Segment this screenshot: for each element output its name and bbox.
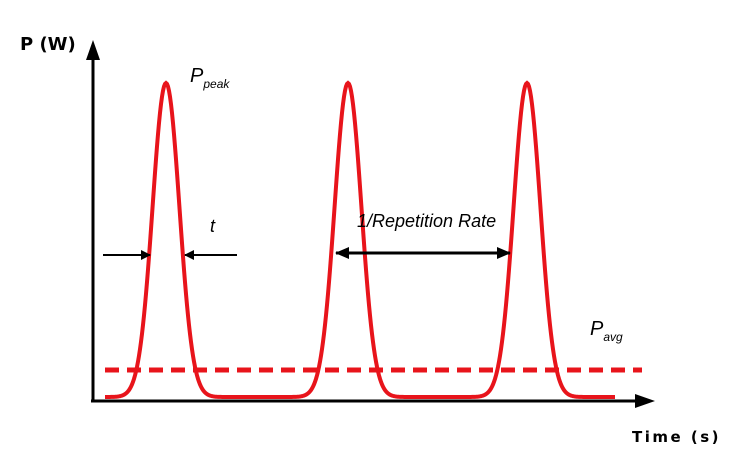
avg-p: P [590, 318, 604, 340]
x-axis-label: Time (s) [632, 428, 721, 446]
pulse-width-label: t [210, 216, 216, 236]
y-axis-arrow [86, 40, 100, 60]
peak-p: P [190, 65, 204, 87]
period-label: 1/Repetition Rate [357, 211, 496, 231]
average-symbol: Pavg [590, 318, 623, 344]
x-axis-arrow [635, 394, 655, 408]
peak-sub: peak [202, 77, 230, 91]
peak-symbol: Ppeak [190, 65, 230, 91]
avg-sub: avg [603, 330, 623, 344]
y-axis-label: P (W) [20, 34, 76, 55]
pulse-train [105, 80, 615, 399]
